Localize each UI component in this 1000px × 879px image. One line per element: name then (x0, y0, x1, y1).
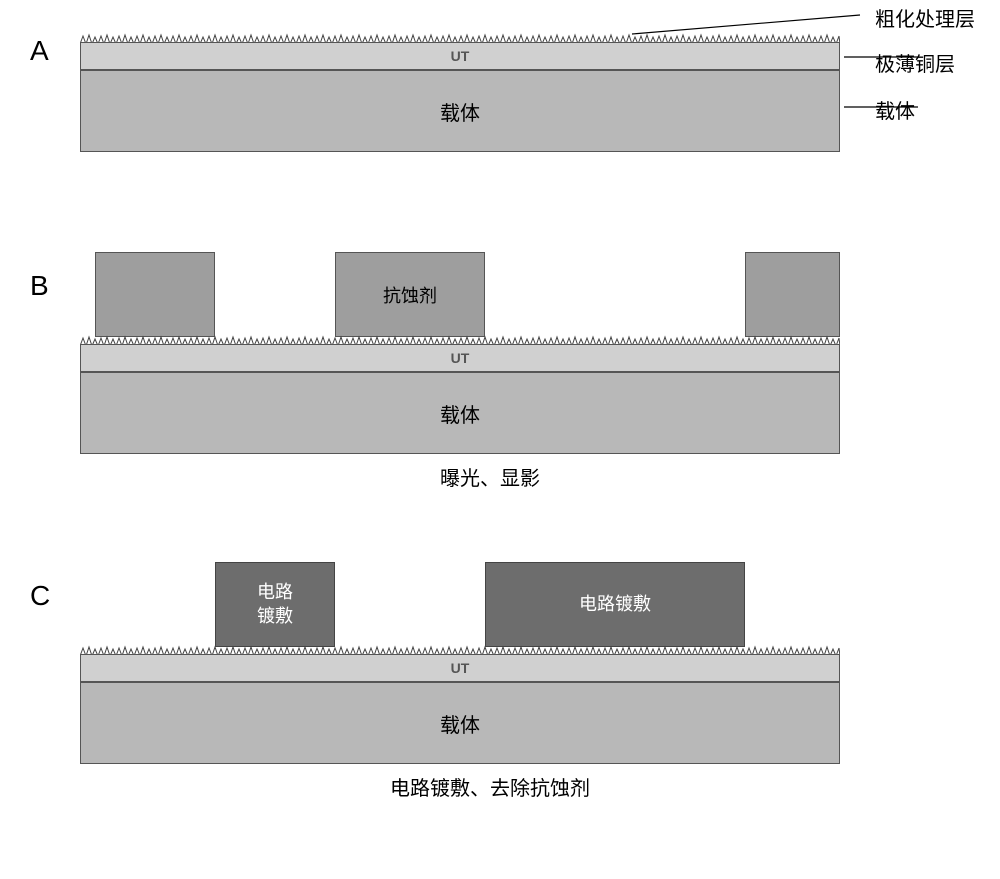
panel-a-label: A (30, 35, 49, 67)
plating-c-1: 电路 镀敷 (215, 562, 335, 647)
carrier-c: 载体 (80, 682, 840, 764)
panel-c-label: C (30, 580, 50, 612)
ut-layer-c: UT (80, 654, 840, 682)
callout-rough: 粗化处理层 (875, 3, 975, 32)
plating-c-2: 电路镀敷 (485, 562, 745, 647)
ut-layer-a: UT (80, 42, 840, 70)
resist-label: 抗蚀剂 (383, 282, 437, 308)
resist-b-1 (95, 252, 215, 337)
carrier-label-c: 载体 (440, 709, 480, 738)
carrier-label-b: 载体 (440, 399, 480, 428)
caption-b: 曝光、显影 (110, 462, 870, 491)
carrier-b: 载体 (80, 372, 840, 454)
resist-b-2: 抗蚀剂 (335, 252, 485, 337)
diagram-a: UT 载体 (80, 15, 840, 155)
ut-label-b: UT (451, 350, 470, 366)
ut-layer-b: UT (80, 344, 840, 372)
resist-b-3 (745, 252, 840, 337)
panel-b-label: B (30, 270, 49, 302)
ut-label-a: UT (451, 48, 470, 64)
plating-label-2: 电路镀敷 (579, 593, 651, 616)
carrier-a: 载体 (80, 70, 840, 152)
carrier-label-a: 载体 (440, 97, 480, 126)
callout-copper: 极薄铜层 (875, 48, 955, 77)
callout-carrier: 载体 (875, 95, 915, 124)
caption-c: 电路镀敷、去除抗蚀剂 (110, 772, 870, 801)
ut-label-c: UT (451, 660, 470, 676)
diagram-c: 电路 镀敷 电路镀敷 UT 载体 (80, 560, 840, 770)
diagram-b: 抗蚀剂 UT 载体 (80, 250, 840, 460)
plating-label-1: 电路 镀敷 (257, 581, 293, 628)
